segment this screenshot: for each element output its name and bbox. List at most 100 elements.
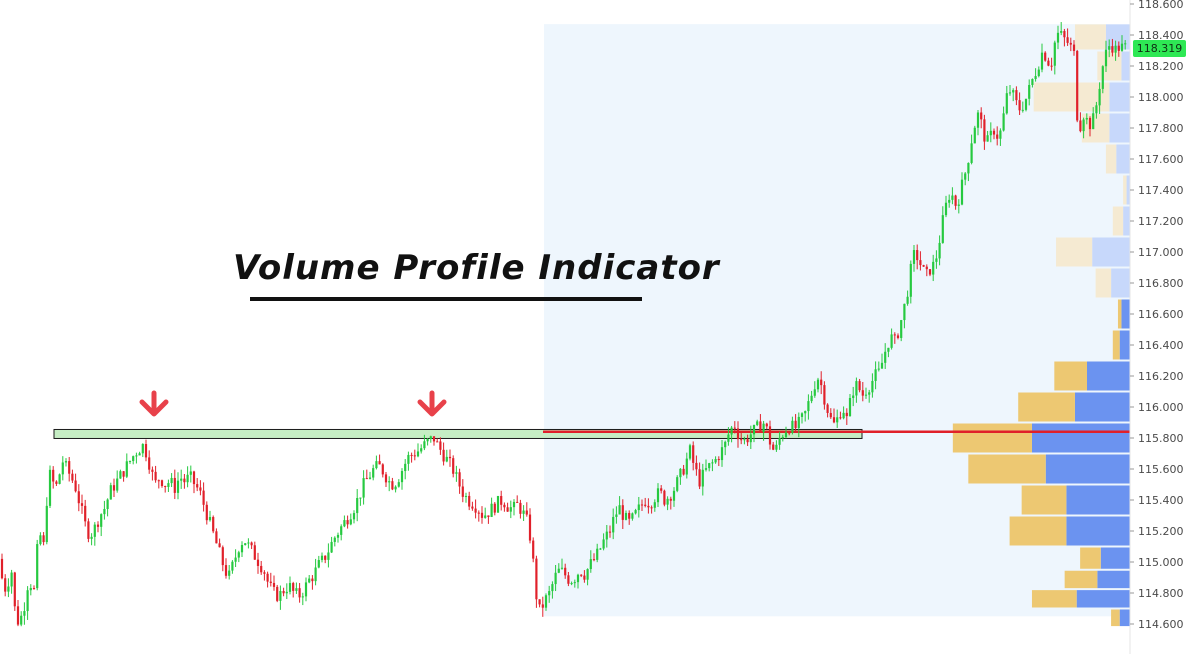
candle-body [615, 514, 618, 517]
candle-body [698, 469, 701, 487]
candle-body [404, 463, 407, 472]
candle-body [986, 135, 989, 142]
candle-body [199, 487, 202, 491]
candle-body [756, 421, 759, 425]
candle-body [237, 552, 240, 558]
candle-body [362, 478, 365, 498]
candle-body [116, 478, 119, 491]
candle-body [458, 472, 461, 487]
profile-bar-down [1056, 237, 1093, 267]
profile-bar-up [1092, 237, 1130, 267]
candle-body [640, 504, 644, 506]
candle-body [279, 590, 282, 601]
price-tick-label: 115.200 [1138, 525, 1184, 538]
candle-body [551, 584, 554, 592]
candle-body [170, 477, 173, 484]
candle-body [183, 478, 186, 483]
candle-body [740, 439, 743, 441]
candle-body [416, 451, 420, 457]
candle-body [455, 472, 458, 474]
candle-body [631, 513, 634, 519]
profile-bar-down [1117, 299, 1122, 329]
candle-body [839, 417, 842, 419]
candle-body [836, 417, 839, 423]
candle-body [119, 471, 122, 479]
candle-body [205, 504, 208, 521]
candle-body [964, 173, 967, 180]
candle-body [1072, 44, 1076, 51]
candle-body [1066, 37, 1069, 43]
profile-bar-up [1066, 516, 1130, 546]
candle-body [599, 548, 602, 550]
candle-body [1044, 52, 1047, 61]
candle-body [855, 381, 858, 396]
candle-body [352, 513, 356, 520]
candle-body [916, 250, 919, 261]
candle-body [224, 565, 228, 576]
candle-body [823, 385, 826, 405]
candle-body [218, 543, 221, 548]
candle-body [960, 179, 964, 205]
candle-body [596, 548, 599, 560]
candle-body [605, 531, 608, 540]
candle-body [500, 496, 503, 505]
profile-bar-up [1111, 268, 1130, 298]
candle-body [813, 389, 816, 396]
candle-body [250, 542, 253, 546]
candle-body [868, 392, 871, 395]
candle-body [90, 536, 93, 539]
candle-body [775, 444, 778, 450]
candle-body [1034, 76, 1037, 80]
candle-body [832, 417, 836, 423]
candle-body [653, 502, 656, 508]
candle-body [445, 456, 448, 462]
candle-body [1012, 90, 1015, 93]
candle-body [580, 574, 583, 576]
candle-body [189, 471, 192, 475]
candle-body [346, 520, 349, 525]
candle-body [221, 547, 224, 566]
candle-body [938, 242, 941, 259]
candle-body [394, 486, 397, 490]
candle-body [269, 581, 272, 583]
candle-body [151, 469, 154, 472]
candle-body [871, 380, 874, 393]
candle-body [685, 458, 688, 475]
candle-body [935, 258, 938, 262]
candle-body [1092, 113, 1095, 130]
candle-body [240, 545, 244, 553]
candle-body [557, 568, 560, 573]
candle-body [343, 520, 346, 527]
candle-body [845, 412, 848, 417]
candle-body [324, 555, 327, 560]
candle-body [263, 572, 266, 574]
candle-body [848, 397, 852, 417]
candle-body [586, 569, 589, 580]
profile-bar-up [1119, 609, 1130, 627]
candle-body [717, 459, 720, 461]
price-tick-label: 118.400 [1138, 29, 1184, 42]
candle-body [1040, 52, 1044, 70]
candle-body [231, 561, 234, 571]
candle-body [624, 512, 628, 520]
candle-body [276, 586, 279, 601]
candle-body [528, 514, 532, 541]
candle-body [954, 195, 957, 206]
candle-body [650, 507, 653, 509]
candle-body [532, 540, 535, 559]
candle-body [397, 482, 400, 487]
candle-body [375, 461, 378, 469]
candle-body [1076, 50, 1079, 121]
candle-body [349, 519, 352, 525]
candle-body [192, 471, 196, 485]
candle-body [452, 458, 455, 474]
candle-body [1015, 90, 1018, 101]
candle-body [884, 351, 887, 363]
candle-body [842, 412, 845, 419]
price-tick-label: 116.400 [1138, 339, 1184, 352]
candle-body [301, 596, 304, 598]
candle-body [244, 543, 247, 546]
candle-body [39, 535, 42, 545]
